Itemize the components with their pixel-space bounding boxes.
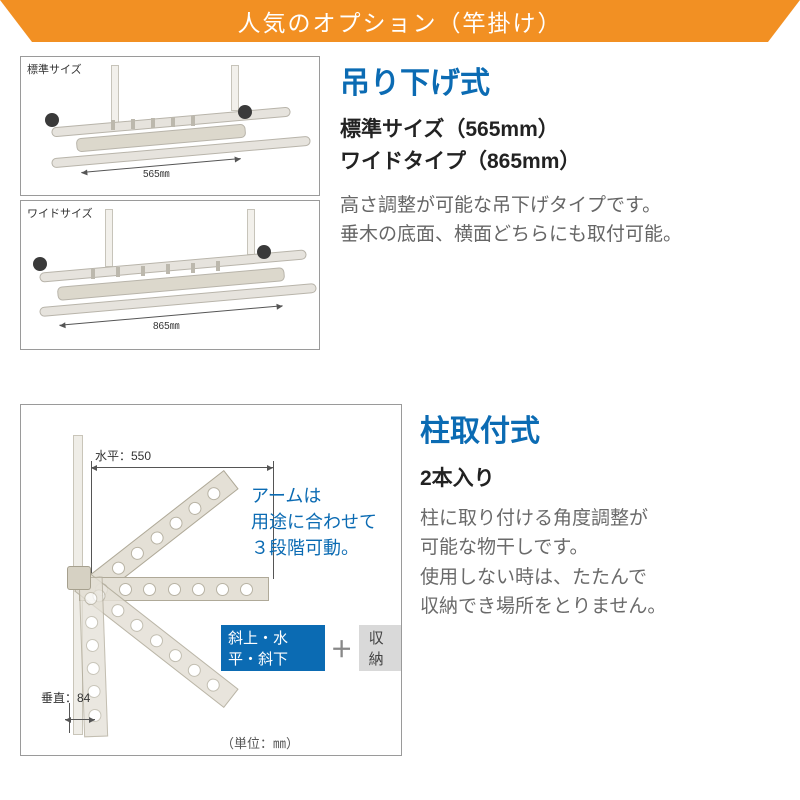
figure-standard-size: 標準サイズ 565㎜: [20, 56, 320, 196]
v-dimension-arrow: [65, 719, 95, 720]
spike: [116, 267, 120, 277]
plus-icon: ＋: [331, 632, 353, 664]
hanger-title: 吊り下げ式: [340, 58, 780, 102]
dimension-text: 565㎜: [143, 165, 170, 180]
section-post: 水平：550 アームは 用途に合わせて ３段階可動。 斜上・水平・斜下 ＋ 収納: [0, 350, 800, 756]
hanger-figures: 標準サイズ 565㎜ ワイドサイズ: [20, 56, 320, 350]
note-line: ３段階可動。: [251, 538, 359, 558]
spike: [141, 266, 145, 276]
dim-extline: [91, 461, 92, 579]
pipe: [111, 65, 119, 123]
hanger-description: 高さ調整が可能な吊下げタイプです。 垂木の底面、横面どちらにも取付可能。: [340, 191, 780, 250]
desc-line: 垂木の底面、横面どちらにも取付可能。: [340, 224, 682, 245]
spike: [191, 116, 195, 126]
unit-label: （単位：㎜）: [221, 733, 299, 752]
mode-badges: 斜上・水平・斜下 ＋ 収納: [221, 625, 401, 671]
hinge: [67, 566, 91, 590]
note-line: アームは: [251, 486, 321, 506]
arm-note: アームは 用途に合わせて ３段階可動。: [251, 483, 377, 561]
badge-modes: 斜上・水平・斜下: [221, 625, 325, 671]
h-dimension-arrow: [91, 467, 273, 468]
figure-label: 標準サイズ: [27, 61, 82, 77]
desc-line: 使用しない時は、たたんで: [420, 567, 647, 588]
desc-line: 収納でき場所をとりません。: [420, 596, 666, 617]
spike: [111, 120, 115, 130]
header-title: 人気のオプション（竿掛け）: [238, 4, 563, 38]
pipe: [247, 209, 255, 255]
endcap: [257, 245, 271, 259]
spike: [91, 269, 95, 279]
hanger-text: 吊り下げ式 標準サイズ（565mm） ワイドタイプ（865mm） 高さ調整が可能…: [340, 56, 780, 350]
section-hanger: 標準サイズ 565㎜ ワイドサイズ: [0, 42, 800, 350]
endcap: [238, 105, 252, 119]
header-banner: 人気のオプション（竿掛け）: [0, 0, 800, 42]
spike: [171, 117, 175, 127]
desc-line: 高さ調整が可能な吊下げタイプです。: [340, 195, 661, 216]
spike: [166, 264, 170, 274]
spike: [216, 261, 220, 271]
post-text: 柱取付式 2本入り 柱に取り付ける角度調整が 可能な物干しです。 使用しない時は…: [420, 404, 780, 756]
post-description: 柱に取り付ける角度調整が 可能な物干しです。 使用しない時は、たたんで 収納でき…: [420, 504, 780, 622]
badge-storage: 収納: [359, 625, 401, 671]
endcap: [33, 257, 47, 271]
h-dimension-label: 水平：550: [95, 447, 151, 464]
figure-label: ワイドサイズ: [27, 205, 93, 221]
figure-wide-size: ワイドサイズ 865㎜: [20, 200, 320, 350]
pipe: [231, 65, 239, 111]
v-dimension-label: 垂直：84: [41, 689, 90, 706]
hanger-spec-wide: ワイドタイプ（865mm）: [340, 146, 780, 178]
dimension-text: 865㎜: [153, 317, 180, 332]
pipe: [105, 209, 113, 267]
post-title: 柱取付式: [420, 406, 780, 450]
note-line: 用途に合わせて: [251, 512, 377, 532]
desc-line: 可能な物干しです。: [420, 537, 589, 558]
figure-post-mount: 水平：550 アームは 用途に合わせて ３段階可動。 斜上・水平・斜下 ＋ 収納: [20, 404, 402, 756]
endcap: [45, 113, 59, 127]
hanger-spec-standard: 標準サイズ（565mm）: [340, 114, 780, 146]
spike: [131, 119, 135, 129]
desc-line: 柱に取り付ける角度調整が: [420, 508, 648, 529]
spike: [191, 263, 195, 273]
post-sub: 2本入り: [420, 462, 780, 492]
spike: [151, 118, 155, 128]
